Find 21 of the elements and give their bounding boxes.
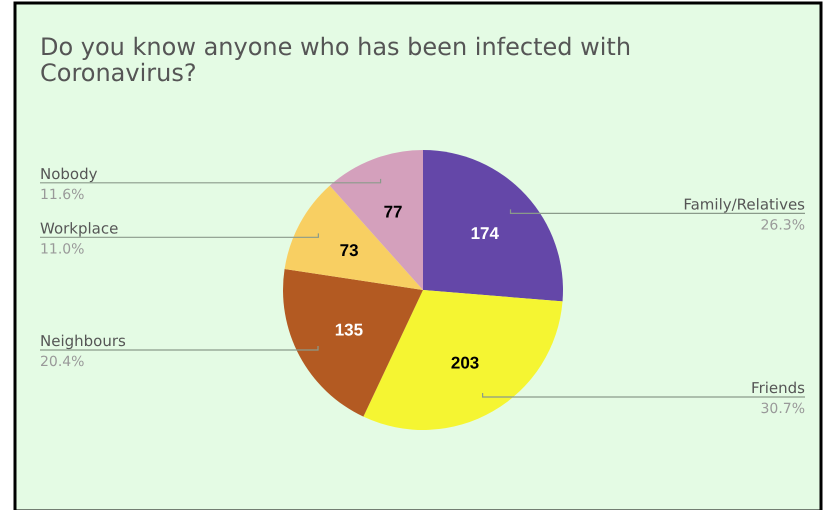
text: 135 <box>334 320 364 340</box>
slice-label: Nobody <box>40 164 98 183</box>
pie-slice <box>330 150 423 290</box>
text: 77 <box>384 202 403 222</box>
slice-label: Family/Relatives <box>683 195 806 214</box>
text: 174 <box>470 224 500 244</box>
pie-slice <box>283 268 423 417</box>
pie-slice <box>423 150 563 302</box>
data-label: 26.3% <box>760 217 805 234</box>
pie-slice <box>284 186 423 290</box>
data-label: 20.4% <box>40 354 84 370</box>
data-label: 30.7% <box>760 400 805 417</box>
text: 203 <box>450 354 480 373</box>
chart-title: Do you know anyone who has been infected with Coronavirus? <box>40 33 632 87</box>
slice-label: Workplace <box>40 219 118 238</box>
slice-label: Friends <box>751 378 806 397</box>
data-label: 11.0% <box>40 241 84 258</box>
slice-label: Neighbours <box>40 332 126 350</box>
pie-slice <box>363 290 563 430</box>
data-label: 11.6% <box>40 186 84 203</box>
text: 73 <box>340 240 359 260</box>
